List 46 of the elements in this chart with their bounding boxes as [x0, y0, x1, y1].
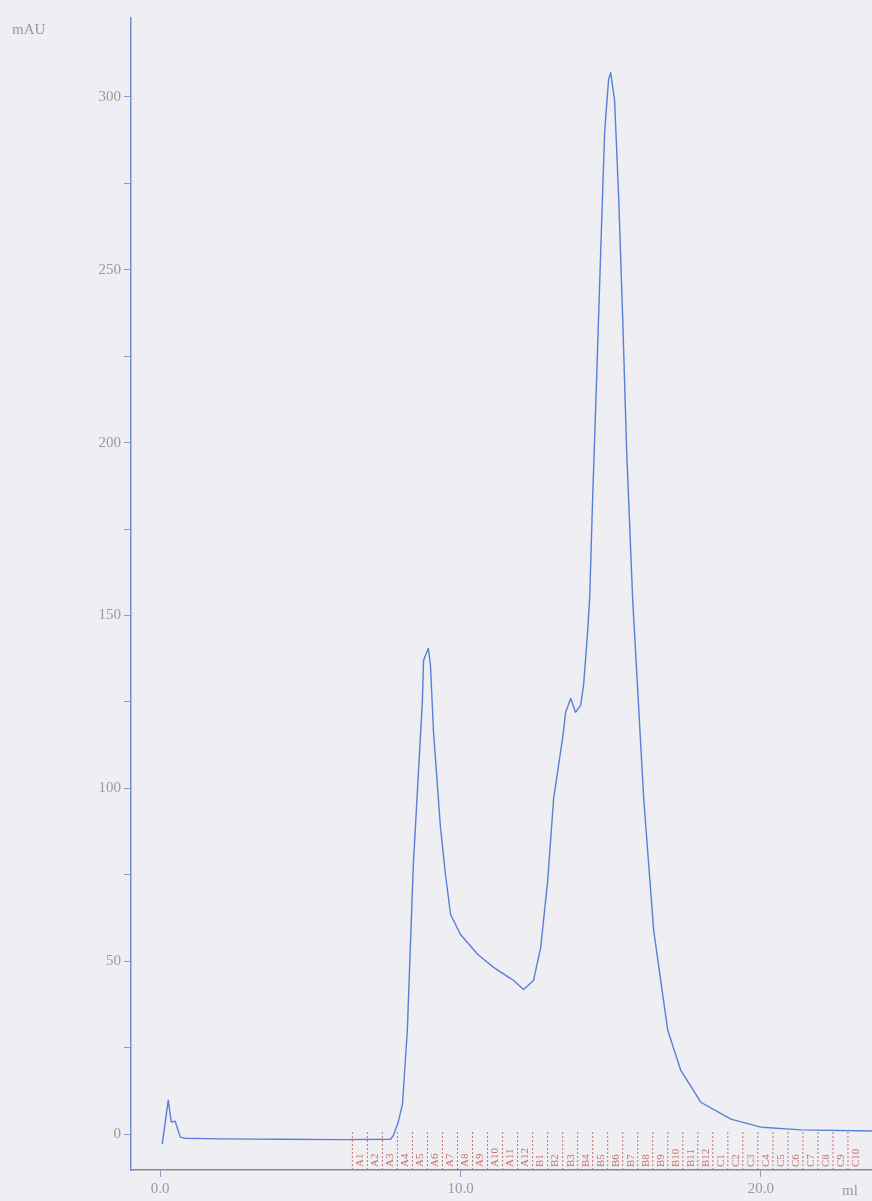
x-tick-label: 0.0	[150, 1179, 170, 1196]
ref-line-label: B6	[608, 1153, 621, 1167]
y-tick-label: 200	[98, 433, 121, 450]
ref-line-label: A1	[353, 1153, 366, 1167]
ref-line-label: A4	[398, 1153, 411, 1167]
ref-line-label: B5	[593, 1153, 606, 1167]
ref-line-label: B1	[533, 1154, 546, 1167]
ref-line-label: C5	[773, 1153, 786, 1167]
ref-line-label: C8	[818, 1153, 831, 1167]
ref-line-label: B10	[668, 1148, 681, 1167]
y-tick-label: 50	[106, 952, 121, 969]
ref-line-label: A6	[428, 1153, 441, 1167]
x-tick-label: 10.0	[447, 1179, 474, 1196]
ref-line-label: B3	[563, 1153, 576, 1167]
ref-line-label: A9	[473, 1153, 486, 1167]
ref-line-label: A12	[518, 1148, 531, 1167]
ref-line-label: B12	[698, 1148, 711, 1167]
ref-line-label: B9	[653, 1153, 666, 1167]
ref-line-label: C4	[758, 1153, 771, 1167]
ref-line-label: C1	[713, 1154, 726, 1167]
y-tick-label: 250	[98, 260, 121, 277]
ref-line-label: C10	[848, 1148, 861, 1167]
ref-line-label: B4	[578, 1153, 591, 1167]
y-tick-label: 100	[98, 779, 121, 796]
ref-line-label: C9	[833, 1153, 846, 1167]
ref-line-label: B8	[638, 1153, 651, 1167]
y-tick-label: 300	[98, 87, 121, 104]
ref-line-label: B2	[548, 1154, 561, 1167]
ref-line-label: C3	[743, 1153, 756, 1167]
ref-line-label: A2	[368, 1153, 381, 1167]
ref-line-label: A11	[503, 1148, 516, 1167]
ref-line-label: A7	[443, 1153, 456, 1167]
y-axis-title: mAU	[12, 20, 46, 37]
ref-line-label: A5	[413, 1153, 426, 1167]
ref-line-label: C2	[728, 1154, 741, 1167]
x-tick-label: 20.0	[747, 1179, 774, 1196]
x-axis-title: ml	[842, 1182, 858, 1199]
y-tick-label: 150	[98, 606, 121, 623]
ref-line-label: C6	[788, 1153, 801, 1167]
ref-line-label: B11	[683, 1149, 696, 1167]
y-tick-label: 0	[113, 1124, 121, 1141]
ref-line-label: C7	[803, 1153, 816, 1167]
ref-line-label: A8	[458, 1153, 471, 1167]
ref-line-label: B7	[623, 1153, 636, 1167]
ref-line-label: A10	[488, 1147, 501, 1167]
ref-line-label: A3	[383, 1153, 396, 1167]
